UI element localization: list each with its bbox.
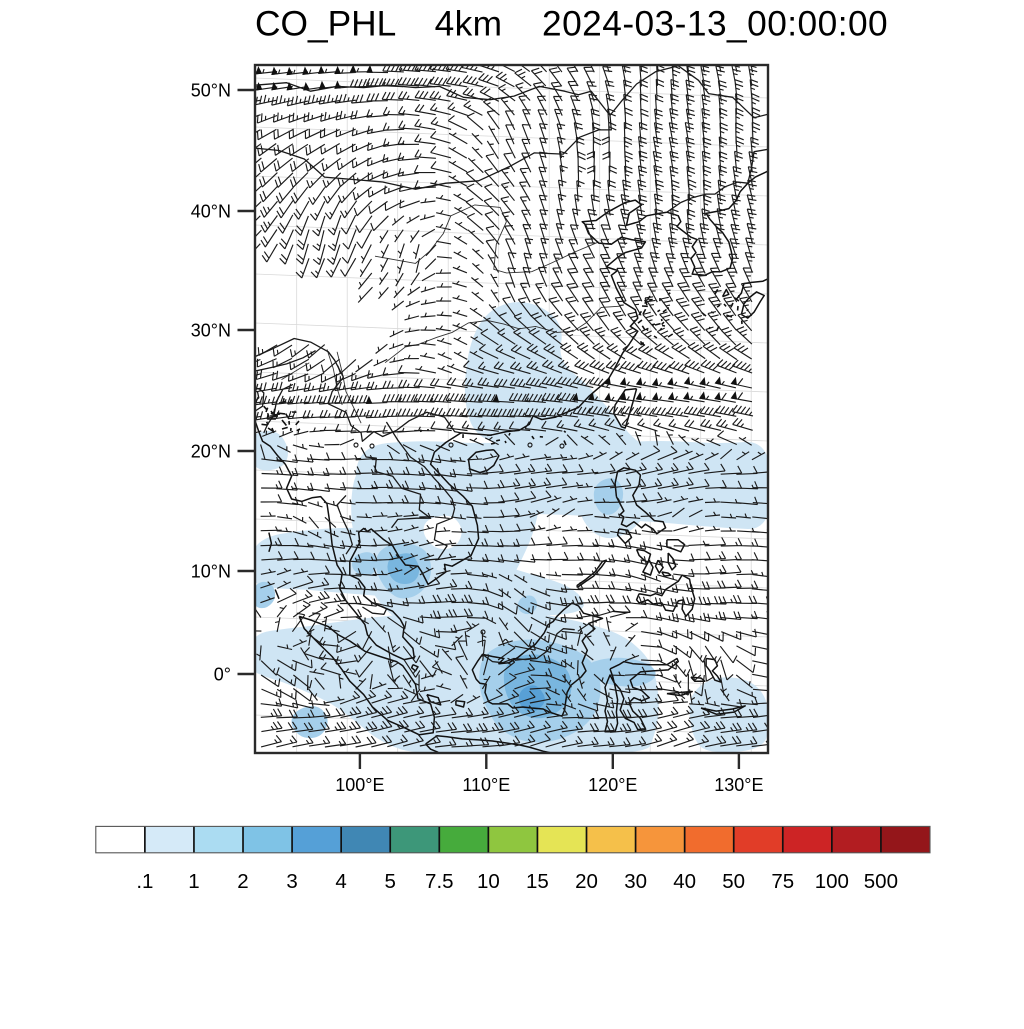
svg-text:.1: .1 <box>136 870 153 893</box>
svg-text:4km: 4km <box>435 4 503 43</box>
svg-text:1: 1 <box>188 870 199 893</box>
svg-text:4: 4 <box>335 870 346 893</box>
svg-text:30: 30 <box>624 870 647 893</box>
svg-text:130°E: 130°E <box>714 775 763 795</box>
svg-text:40°N: 40°N <box>191 202 231 222</box>
svg-text:2024-03-13_00:00:00: 2024-03-13_00:00:00 <box>542 4 888 43</box>
svg-text:20°N: 20°N <box>191 442 231 462</box>
svg-text:40: 40 <box>673 870 696 893</box>
svg-text:20: 20 <box>575 870 598 893</box>
svg-text:50: 50 <box>722 870 745 893</box>
svg-text:CO_PHL: CO_PHL <box>255 4 396 43</box>
svg-text:10: 10 <box>477 870 500 893</box>
svg-text:500: 500 <box>864 870 898 893</box>
svg-text:5: 5 <box>384 870 395 893</box>
svg-text:15: 15 <box>526 870 549 893</box>
svg-text:0°: 0° <box>214 665 231 685</box>
svg-text:30°N: 30°N <box>191 321 231 341</box>
svg-text:120°E: 120°E <box>588 775 637 795</box>
svg-text:2: 2 <box>237 870 248 893</box>
svg-text:100°E: 100°E <box>335 775 384 795</box>
svg-text:10°N: 10°N <box>191 562 231 582</box>
svg-text:110°E: 110°E <box>462 775 510 795</box>
svg-text:7.5: 7.5 <box>425 870 454 893</box>
svg-text:75: 75 <box>771 870 794 893</box>
svg-text:3: 3 <box>286 870 297 893</box>
svg-text:50°N: 50°N <box>191 81 231 101</box>
svg-text:100: 100 <box>815 870 849 893</box>
